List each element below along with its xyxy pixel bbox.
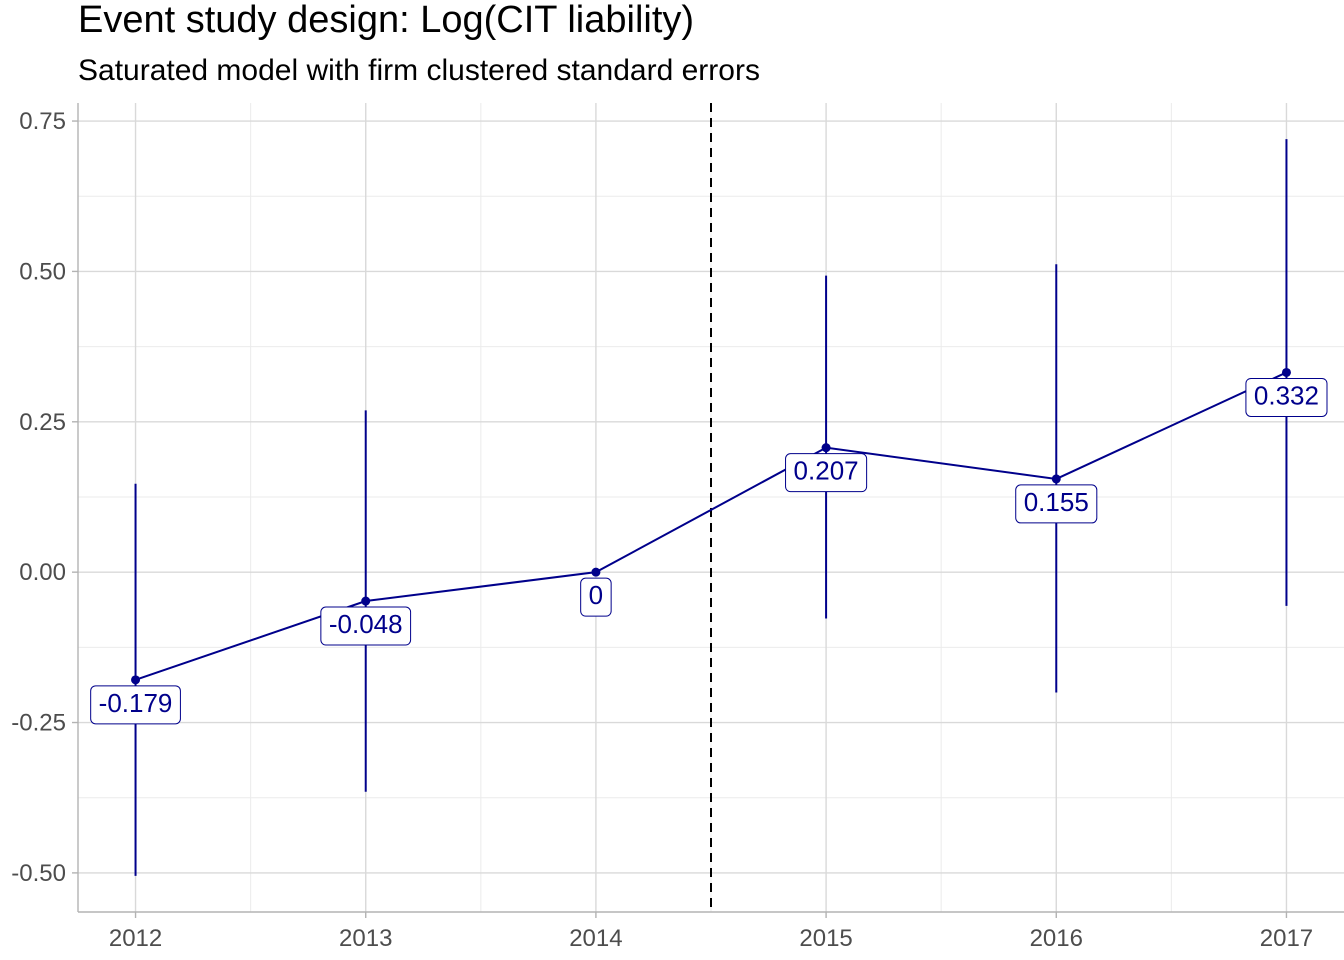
data-label-box: [90, 685, 181, 725]
y-tick-label: 0.75: [19, 108, 66, 135]
x-tick-label: 2016: [1030, 925, 1083, 952]
chart-subtitle: Saturated model with firm clustered stan…: [78, 54, 760, 87]
data-label-text: -0.179: [99, 688, 173, 718]
data-label-text: 0.155: [1024, 487, 1089, 517]
data-label-text: 0.332: [1254, 380, 1319, 410]
data-label: 0.155: [1015, 484, 1098, 524]
data-label-text: -0.048: [329, 609, 403, 639]
estimate-points: [131, 367, 1291, 685]
axes: 0.75 0.50 0.25 0.00 -0.25 -0.50 2012 2013 2014 20…: [11, 103, 1344, 952]
x-tick-label: 2013: [339, 925, 392, 952]
data-label-box: [1015, 484, 1098, 524]
y-tick-label: 0.00: [19, 559, 66, 586]
x-tick-label: 2012: [109, 925, 162, 952]
chart-title: Event study design: Log(CIT liability): [78, 0, 694, 41]
estimate-labels: -0.179 -0.048 0 0.207 0.155 0.332: [90, 377, 1328, 725]
y-tick-label: 0.50: [19, 258, 66, 285]
data-label-box: [320, 606, 412, 646]
estimate-point: [591, 567, 601, 577]
data-label-text: 0: [589, 580, 603, 610]
data-label: 0.207: [785, 453, 868, 493]
data-label-box: [785, 453, 868, 493]
data-label-box: [580, 577, 612, 617]
estimate-point: [131, 675, 141, 685]
x-tick-label: 2014: [569, 925, 622, 952]
estimate-point: [1281, 367, 1291, 377]
data-label-box: [1245, 377, 1328, 417]
estimate-point: [821, 443, 831, 453]
data-label: -0.179: [90, 685, 181, 725]
y-tick-label: 0.25: [19, 409, 66, 436]
estimate-point: [361, 596, 371, 606]
estimate-point: [1051, 474, 1061, 484]
y-tick-label: -0.50: [11, 860, 66, 887]
y-tick-label: -0.25: [11, 710, 66, 737]
data-label: 0.332: [1245, 377, 1328, 417]
x-tick-label: 2015: [799, 925, 852, 952]
data-label-text: 0.207: [794, 456, 859, 486]
x-tick-label: 2017: [1260, 925, 1313, 952]
data-label: -0.048: [320, 606, 412, 646]
data-label: 0: [580, 577, 612, 617]
